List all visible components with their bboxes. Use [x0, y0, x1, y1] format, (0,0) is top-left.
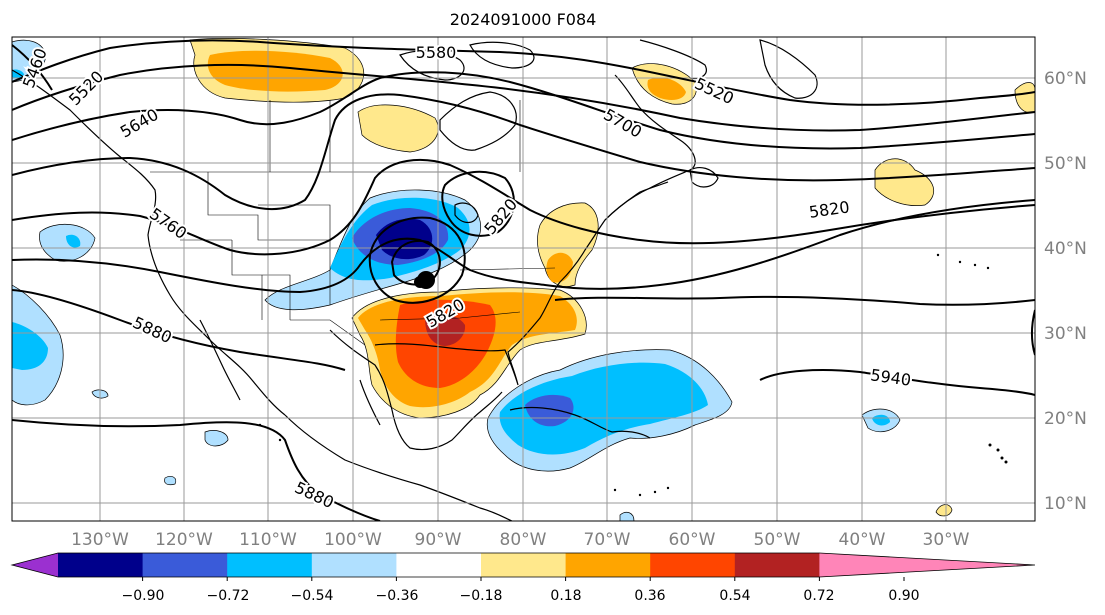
lon-label: 70°W: [584, 530, 631, 550]
negative-anomaly-pacific-small3: [164, 476, 177, 486]
lon-label: 80°W: [500, 530, 547, 550]
lat-label: 10°N: [1044, 494, 1087, 514]
colorbar-swatch: [142, 553, 228, 577]
map-frame: [11, 36, 1036, 522]
positive-anomaly-canada-north-mid: [207, 50, 343, 92]
colorbar-tick: 0.72: [803, 588, 834, 604]
positive-anomaly-far-east: [1014, 82, 1035, 114]
latitude-labels: 60°N 50°N 40°N 30°N 20°N 10°N: [1044, 69, 1087, 514]
colorbar-swatch: [734, 553, 820, 577]
contour-5940: [759, 369, 1035, 396]
low-pressure-center-2: [414, 276, 426, 288]
positive-anomaly-southeast-core: [425, 314, 466, 346]
colorbar-tick: 0.18: [550, 588, 581, 604]
lat-label: 50°N: [1044, 154, 1087, 174]
negative-anomaly-small-rockies-mid: [66, 234, 81, 248]
contour-5640: [12, 71, 1035, 150]
colorbar-outline: [10, 552, 1036, 578]
contour-5460: [12, 44, 53, 91]
lon-label: 40°W: [839, 530, 886, 550]
colorbar-swatch: [311, 553, 397, 577]
contour-5760: [12, 158, 1035, 256]
contour-5580: [12, 63, 1035, 132]
colorbar-ticks: −0.90 −0.72 −0.54 −0.36 −0.18 0.18 0.36 …: [122, 588, 920, 604]
negative-anomaly-pacific-small2: [204, 430, 229, 447]
longitude-labels: 130°W 120°W 110°W 100°W 90°W 80°W 70°W 6…: [71, 530, 970, 550]
colorbar-tick: −0.90: [122, 588, 165, 604]
lon-label: 100°W: [324, 530, 382, 550]
negative-anomaly-south-central: [619, 511, 635, 521]
colorbar-tick: 0.90: [888, 588, 919, 604]
graticule: [12, 37, 1035, 521]
contour-5700: [12, 93, 1035, 211]
colorbar-swatch: [650, 553, 736, 577]
lon-label: 110°W: [239, 530, 297, 550]
colorbar-tick: 0.36: [634, 588, 665, 604]
lat-label: 60°N: [1044, 69, 1087, 89]
colorbar-tick: −0.72: [207, 588, 250, 604]
lon-label: 60°W: [669, 530, 716, 550]
contour-low-outer: [368, 216, 466, 304]
contour-label: 5580: [416, 43, 457, 62]
lon-label: 30°W: [923, 530, 970, 550]
political-borders: [150, 100, 556, 346]
negative-anomaly-caribbean-mid: [499, 362, 708, 455]
colorbar-swatch: [481, 553, 567, 577]
lon-label: 120°W: [155, 530, 213, 550]
islands: [258, 253, 1008, 497]
height-contours: [12, 39, 1035, 521]
lat-label: 40°N: [1044, 239, 1087, 259]
lon-label: 130°W: [71, 530, 129, 550]
contour-5520: [12, 39, 1035, 106]
contour-low-ring: [441, 170, 515, 237]
positive-anomaly-hudson: [357, 104, 439, 153]
lat-label: 30°N: [1044, 324, 1087, 344]
contour-5880-west: [12, 289, 346, 371]
colorbar-swatch: [58, 553, 144, 577]
negative-anomaly-pacific-mid: [12, 322, 48, 370]
negative-anomaly-small-rockies: [39, 223, 96, 262]
colorbar-extend-max: [819, 553, 1035, 577]
lat-label: 20°N: [1044, 409, 1087, 429]
colorbar-swatch: [227, 553, 313, 577]
colorbar-swatch: [396, 553, 482, 577]
lon-label: 90°W: [415, 530, 462, 550]
contour-5880-south: [12, 419, 381, 521]
contour-5940-east: [1031, 309, 1035, 356]
colorbar-extend-min: [12, 553, 58, 577]
positive-anomaly-south-atlantic: [935, 504, 953, 517]
figure-title: 2024091000 F084: [450, 10, 597, 29]
colorbar-tick: −0.18: [460, 588, 503, 604]
coastlines: [12, 39, 818, 521]
colorbar-tick: −0.36: [376, 588, 419, 604]
contour-low-inner: [390, 240, 441, 286]
colorbar-tick: 0.54: [719, 588, 750, 604]
negative-anomaly-east-pacific-mid: [872, 414, 890, 426]
positive-anomaly-greenland-mid: [647, 77, 686, 100]
positive-anomaly-atlantic: [874, 158, 935, 206]
colorbar-tick: −0.54: [291, 588, 334, 604]
contour-5940-band: [554, 295, 1035, 306]
colorbar-swatch: [565, 553, 651, 577]
colorbar: [10, 552, 1036, 581]
lon-label: 50°W: [754, 530, 801, 550]
